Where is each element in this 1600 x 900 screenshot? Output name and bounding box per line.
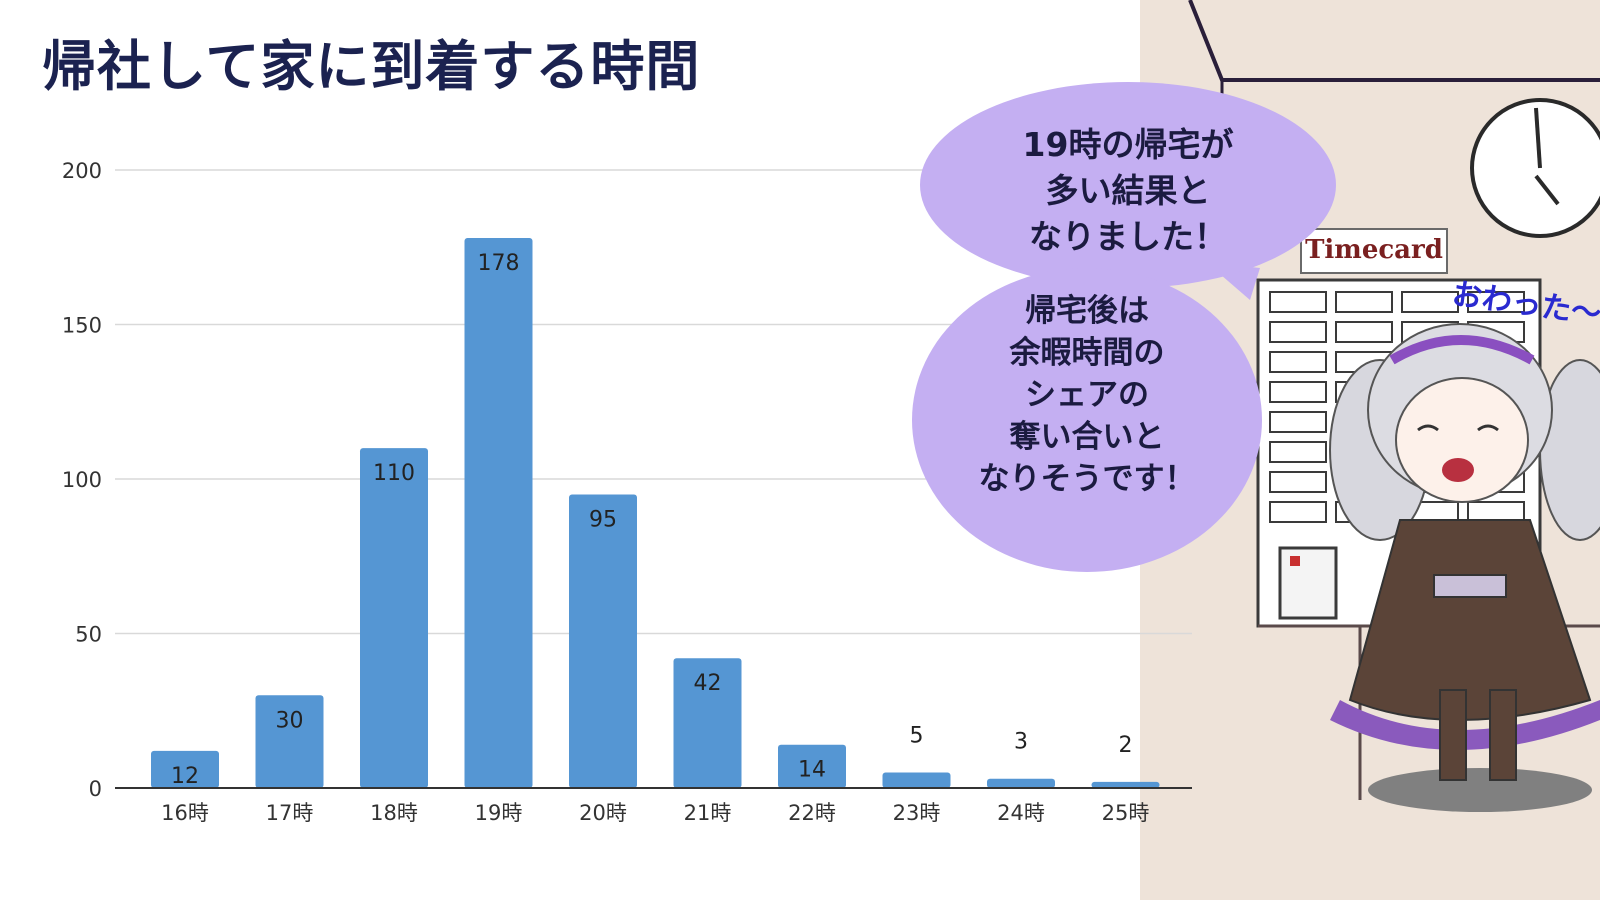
- x-tick-label: 17時: [266, 801, 314, 825]
- x-tick-label: 18時: [370, 801, 418, 825]
- x-tick-label: 25時: [1102, 801, 1150, 825]
- x-tick-label: 16時: [161, 801, 209, 825]
- x-tick-label: 23時: [893, 801, 941, 825]
- bar: [464, 237, 533, 789]
- data-label: 42: [694, 671, 722, 696]
- y-tick-label: 150: [62, 314, 102, 338]
- data-label: 178: [478, 251, 520, 276]
- x-tick-label: 21時: [684, 801, 732, 825]
- data-label: 95: [589, 507, 617, 532]
- y-axis-ticks: 0 50 100 150 200: [62, 159, 102, 801]
- bars: [151, 237, 1160, 789]
- bubble-line: なりました！: [1029, 217, 1227, 256]
- bubble-line: シェアの: [1025, 377, 1149, 413]
- bar: [569, 494, 637, 788]
- y-tick-label: 200: [62, 159, 102, 183]
- bubble-line: 余暇時間の: [1009, 335, 1165, 371]
- y-tick-label: 50: [75, 623, 102, 647]
- x-tick-label: 20時: [579, 801, 627, 825]
- data-label: 3: [1014, 730, 1028, 755]
- data-label: 12: [171, 764, 199, 789]
- y-tick-label: 0: [89, 777, 102, 801]
- x-tick-label: 22時: [788, 801, 836, 825]
- data-label: 30: [276, 708, 304, 733]
- data-label: 110: [373, 461, 415, 486]
- x-tick-label: 24時: [997, 801, 1045, 825]
- y-tick-label: 100: [62, 468, 102, 492]
- bubble-line: 19時の帰宅が: [1022, 125, 1234, 164]
- bar: [255, 695, 324, 788]
- x-axis-labels: 16時 17時 18時 19時 20時 21時 22時 23時 24時 25時: [161, 801, 1149, 825]
- timecard-label: Timecard: [1300, 228, 1448, 274]
- speech-bubble-prediction: 帰宅後は 余暇時間の シェアの 奪い合いと なりそうです！: [912, 268, 1262, 572]
- bar: [360, 448, 428, 788]
- speech-bubble-result: 19時の帰宅が 多い結果と なりました！: [920, 82, 1336, 288]
- x-tick-label: 19時: [475, 801, 523, 825]
- bar: [151, 750, 219, 788]
- data-label: 2: [1119, 733, 1133, 758]
- bubble-line: 帰宅後は: [1025, 293, 1149, 329]
- page-title: 帰社して家に到着する時間: [42, 35, 701, 98]
- bar: [882, 772, 951, 788]
- data-labels: 12 30 110 178 95 42 14 5 3 2: [171, 251, 1133, 789]
- bar: [778, 744, 846, 788]
- data-label: 5: [910, 724, 924, 749]
- bar: [1091, 781, 1160, 788]
- bar: [673, 658, 742, 788]
- bar: [987, 778, 1055, 788]
- data-label: 14: [798, 758, 826, 783]
- bubble-line: 多い結果と: [1045, 171, 1211, 210]
- bubble-line: 奪い合いと: [1009, 419, 1165, 455]
- bubble-line: なりそうです！: [978, 461, 1196, 497]
